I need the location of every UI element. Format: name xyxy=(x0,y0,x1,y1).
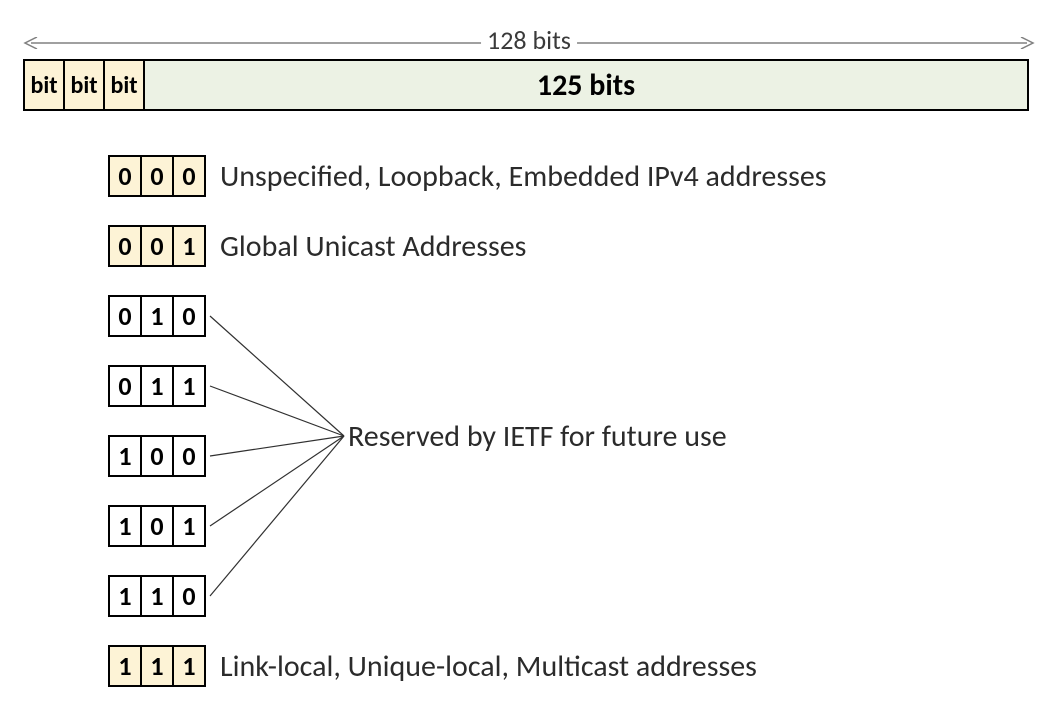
bit-cell: 0 xyxy=(108,365,142,407)
prefix-row: 011 xyxy=(108,365,206,407)
bit-cell: 0 xyxy=(172,295,206,337)
address-structure-bar: bit bit bit 125 bits xyxy=(23,59,1029,111)
bit-cell: 1 xyxy=(108,505,142,547)
dimension-label: 128 bits xyxy=(481,24,577,56)
prefix-bit-cell: bit xyxy=(63,59,105,111)
prefix-row: 110 xyxy=(108,575,206,617)
bit-cell: 1 xyxy=(108,575,142,617)
row-label: Unspecified, Loopback, Embedded IPv4 add… xyxy=(220,158,826,195)
bit-cell: 0 xyxy=(140,225,174,267)
prefix-bit-cell: bit xyxy=(103,59,145,111)
bit-cell: 0 xyxy=(172,575,206,617)
bit-cell: 1 xyxy=(172,505,206,547)
bit-cell: 1 xyxy=(108,645,142,687)
remaining-bits-bar: 125 bits xyxy=(143,59,1029,111)
row-label: Global Unicast Addresses xyxy=(220,228,526,265)
prefix-row: 100 xyxy=(108,435,206,477)
bit-cells: 100 xyxy=(108,435,206,477)
reserved-label: Reserved by IETF for future use xyxy=(348,418,727,455)
bit-cell: 0 xyxy=(140,435,174,477)
bit-cell: 1 xyxy=(172,225,206,267)
bit-cell: 0 xyxy=(140,505,174,547)
bit-cell: 0 xyxy=(108,155,142,197)
bit-cells: 110 xyxy=(108,575,206,617)
dimension-indicator: 128 bits xyxy=(23,26,1035,54)
prefix-row: 000 Unspecified, Loopback, Embedded IPv4 … xyxy=(108,155,826,197)
bit-cell: 0 xyxy=(172,435,206,477)
bit-cell: 1 xyxy=(172,365,206,407)
bit-cell: 1 xyxy=(108,435,142,477)
bit-cell: 0 xyxy=(140,155,174,197)
bit-cells: 010 xyxy=(108,295,206,337)
bit-cell: 0 xyxy=(172,155,206,197)
bit-cell: 1 xyxy=(140,575,174,617)
bit-cells: 011 xyxy=(108,365,206,407)
bit-cells: 101 xyxy=(108,505,206,547)
bit-cells: 111 xyxy=(108,645,206,687)
bit-cell: 1 xyxy=(172,645,206,687)
bit-cells: 000 xyxy=(108,155,206,197)
prefix-bit-cell: bit xyxy=(23,59,65,111)
bit-cells: 001 xyxy=(108,225,206,267)
bit-cell: 1 xyxy=(140,365,174,407)
diagram-container: 128 bits bit bit bit 125 bits 000Unspeci… xyxy=(0,0,1059,712)
prefix-row: 101 xyxy=(108,505,206,547)
bit-cell: 1 xyxy=(140,295,174,337)
row-label: Link-local, Unique-local, Multicast addr… xyxy=(220,648,757,685)
bit-cell: 0 xyxy=(108,225,142,267)
prefix-row: 111 Link-local, Unique-local, Multicast a… xyxy=(108,645,757,687)
bit-cell: 0 xyxy=(108,295,142,337)
prefix-row: 010 xyxy=(108,295,206,337)
bit-cell: 1 xyxy=(140,645,174,687)
prefix-row: 001 Global Unicast Addresses xyxy=(108,225,526,267)
